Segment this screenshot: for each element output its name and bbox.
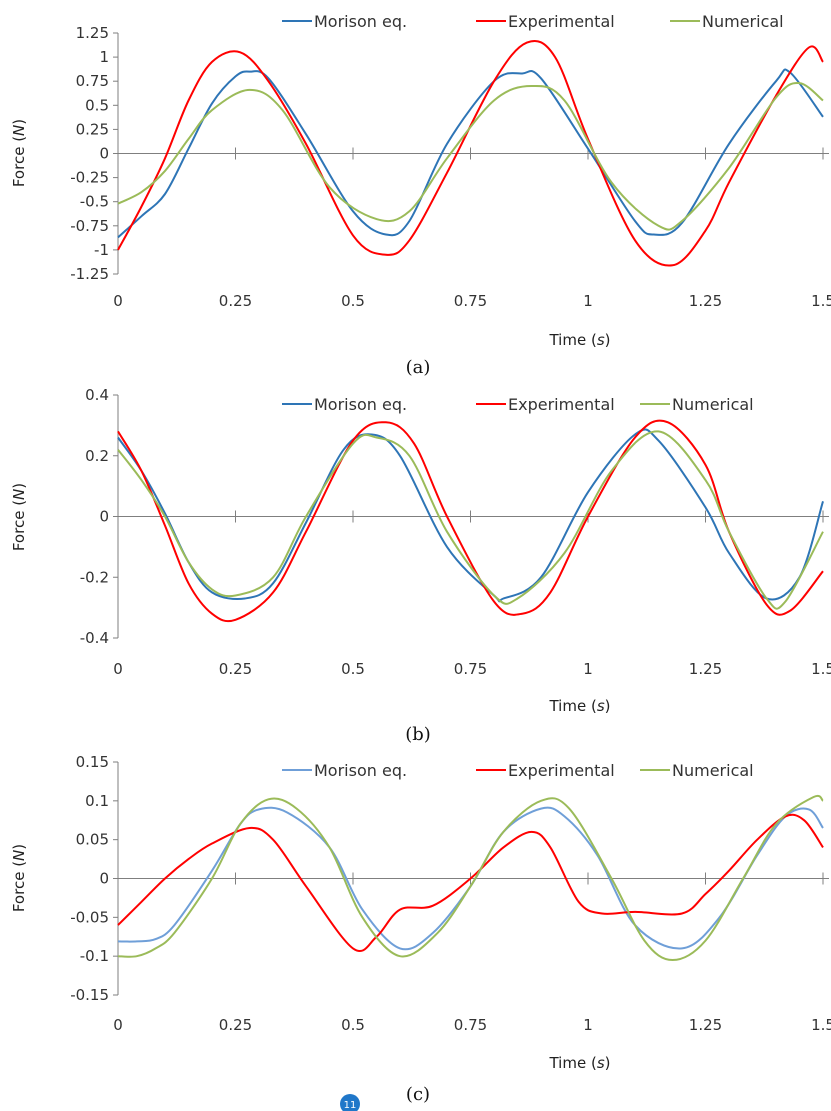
x-tick-label: 1.5 — [811, 292, 831, 310]
page-badge-circle — [340, 1094, 360, 1111]
y-tick-label: -0.5 — [80, 193, 109, 211]
y-tick-label: -0.25 — [70, 169, 109, 187]
y-tick-label: 1 — [99, 48, 109, 66]
x-tick-label: 0 — [113, 1016, 123, 1034]
legend: Morison eq. Experimental Numerical — [282, 395, 754, 414]
y-tick-label: 0.75 — [76, 72, 109, 90]
chart-panel-a: 1.25 1 0.75 0.5 0.25 0 -0.25 -0.5 -0.75 -1 -1.25 0… — [10, 12, 831, 378]
y-axis-label: Force (N) — [10, 119, 28, 187]
x-tick-label: 1 — [583, 1016, 593, 1034]
x-tick-label: 1.5 — [811, 1016, 831, 1034]
chart-panel-b: 0.4 0.2 0 -0.2 -0.4 0 0.25 0.5 0.75 1 1.25 1.5 Mor… — [10, 386, 831, 745]
series-group — [117, 39, 824, 267]
x-tick-label: 0.5 — [341, 660, 365, 678]
panel-caption: (a) — [406, 357, 431, 378]
legend: Morison eq. Experimental Numerical — [282, 761, 754, 780]
y-tick-label: 0 — [99, 508, 109, 526]
y-tick-label: -0.05 — [70, 908, 109, 926]
x-tick-label: 1.25 — [689, 660, 722, 678]
x-ticks: 0 0.25 0.5 0.75 1 1.25 1.5 — [113, 872, 831, 1034]
series-line-numerical — [117, 794, 824, 961]
y-tick-label: 0.5 — [85, 96, 109, 114]
legend-label-experimental: Experimental — [508, 761, 615, 780]
page-number-badge: 11 — [340, 1094, 360, 1111]
panel-caption: (b) — [405, 724, 431, 745]
series-line-numerical — [117, 81, 824, 231]
series-line-numerical — [117, 430, 824, 610]
y-tick-label: -0.75 — [70, 217, 109, 235]
y-tick-label: 1.25 — [76, 24, 109, 42]
series-line-experimental — [117, 39, 824, 267]
legend-label-experimental: Experimental — [508, 395, 615, 414]
legend-label-morison-eq: Morison eq. — [314, 395, 407, 414]
x-tick-label: 1.25 — [689, 292, 722, 310]
legend-label-experimental: Experimental — [508, 12, 615, 31]
y-tick-label: 0.15 — [76, 753, 109, 771]
x-tick-label: 0 — [113, 292, 123, 310]
x-tick-label: 1.25 — [689, 1016, 722, 1034]
y-tick-label: 0.05 — [76, 831, 109, 849]
x-ticks: 0 0.25 0.5 0.75 1 1.25 1.5 — [113, 147, 831, 310]
y-tick-label: 0.25 — [76, 120, 109, 138]
y-ticks: 0.4 0.2 0 -0.2 -0.4 — [80, 386, 118, 647]
series-group — [117, 794, 824, 961]
y-tick-label: -1 — [94, 241, 109, 259]
y-tick-label: -0.2 — [80, 568, 109, 586]
x-tick-label: 1 — [583, 292, 593, 310]
x-tick-label: 1 — [583, 660, 593, 678]
panel-caption: (c) — [406, 1084, 430, 1105]
y-tick-label: 0.4 — [85, 386, 109, 404]
series-group — [117, 419, 824, 623]
x-tick-label: 0.5 — [341, 1016, 365, 1034]
x-tick-label: 0.25 — [219, 660, 252, 678]
y-tick-label: -1.25 — [70, 265, 109, 283]
legend-label-numerical: Numerical — [702, 12, 784, 31]
series-line-experimental — [117, 813, 824, 953]
x-ticks: 0 0.25 0.5 0.75 1 1.25 1.5 — [113, 510, 831, 678]
y-tick-label: 0 — [99, 870, 109, 888]
y-ticks: 0.15 0.1 0.05 0 -0.05 -0.1 -0.15 — [70, 753, 118, 1004]
y-tick-label: 0.2 — [85, 447, 109, 465]
series-line-experimental — [117, 419, 824, 623]
x-axis-label: Time (s) — [548, 331, 610, 349]
y-tick-label: -0.1 — [80, 947, 109, 965]
x-axis-label: Time (s) — [548, 697, 610, 715]
x-tick-label: 0.25 — [219, 1016, 252, 1034]
x-tick-label: 0 — [113, 660, 123, 678]
chart-panel-c: 0.15 0.1 0.05 0 -0.05 -0.1 -0.15 0 0.25 0.5 0.75 1… — [10, 753, 831, 1105]
x-tick-label: 0.75 — [454, 660, 487, 678]
legend-label-numerical: Numerical — [672, 395, 754, 414]
x-tick-label: 0.25 — [219, 292, 252, 310]
x-tick-label: 0.75 — [454, 292, 487, 310]
x-axis-label: Time (s) — [548, 1054, 610, 1072]
y-tick-label: -0.15 — [70, 986, 109, 1004]
series-line-morison-eq — [117, 428, 824, 603]
y-axis-label: Force (N) — [10, 844, 28, 912]
x-tick-label: 1.5 — [811, 660, 831, 678]
legend: Morison eq. Experimental Numerical — [282, 12, 784, 31]
x-tick-label: 0.5 — [341, 292, 365, 310]
y-axis-label: Force (N) — [10, 483, 28, 551]
legend-label-numerical: Numerical — [672, 761, 754, 780]
x-tick-label: 0.75 — [454, 1016, 487, 1034]
legend-label-morison-eq: Morison eq. — [314, 12, 407, 31]
y-tick-label: 0 — [99, 145, 109, 163]
y-tick-label: -0.4 — [80, 629, 109, 647]
page-number: 11 — [344, 1100, 357, 1111]
legend-label-morison-eq: Morison eq. — [314, 761, 407, 780]
y-tick-label: 0.1 — [85, 792, 109, 810]
y-ticks: 1.25 1 0.75 0.5 0.25 0 -0.25 -0.5 -0.75 -1 -1.25 — [70, 24, 118, 283]
